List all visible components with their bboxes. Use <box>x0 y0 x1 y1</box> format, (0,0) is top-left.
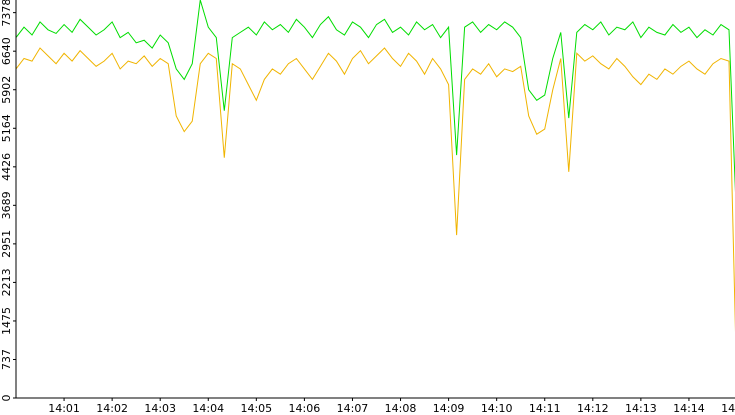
x-tick-label: 14:12 <box>577 402 609 415</box>
data-line <box>15 47 735 333</box>
y-tick-label: 1475 <box>0 307 13 335</box>
x-tick-label: 14:02 <box>96 402 128 415</box>
y-tick-label: 5902 <box>0 76 13 104</box>
x-tick-label: 14:15 <box>721 402 735 415</box>
x-tick-label: 14:05 <box>240 402 272 415</box>
y-tick-label: 3689 <box>0 191 13 219</box>
y-tick-label: 5164 <box>0 114 13 142</box>
x-tick-label: 14:13 <box>625 402 657 415</box>
y-tick-label: 0 <box>0 395 13 402</box>
y-tick-label: 2213 <box>0 268 13 296</box>
x-tick-label: 14:09 <box>433 402 465 415</box>
x-tick-label: 14:14 <box>673 402 705 415</box>
y-tick-label: 2951 <box>0 230 13 258</box>
x-tick-label: 14:04 <box>192 402 224 415</box>
x-tick-label: 14:11 <box>529 402 561 415</box>
y-tick-label: 737 <box>0 349 13 370</box>
y-tick-label: 6640 <box>0 37 13 65</box>
x-tick-label: 14:10 <box>481 402 513 415</box>
x-tick-label: 14:06 <box>289 402 321 415</box>
x-tick-label: 14:07 <box>337 402 369 415</box>
y-tick-label: 7378 <box>0 0 13 27</box>
x-tick-label: 14:01 <box>48 402 80 415</box>
data-line <box>15 0 735 193</box>
x-tick-label: 14:08 <box>385 402 417 415</box>
y-tick-label: 4426 <box>0 153 13 181</box>
x-tick-label: 14:03 <box>144 402 176 415</box>
